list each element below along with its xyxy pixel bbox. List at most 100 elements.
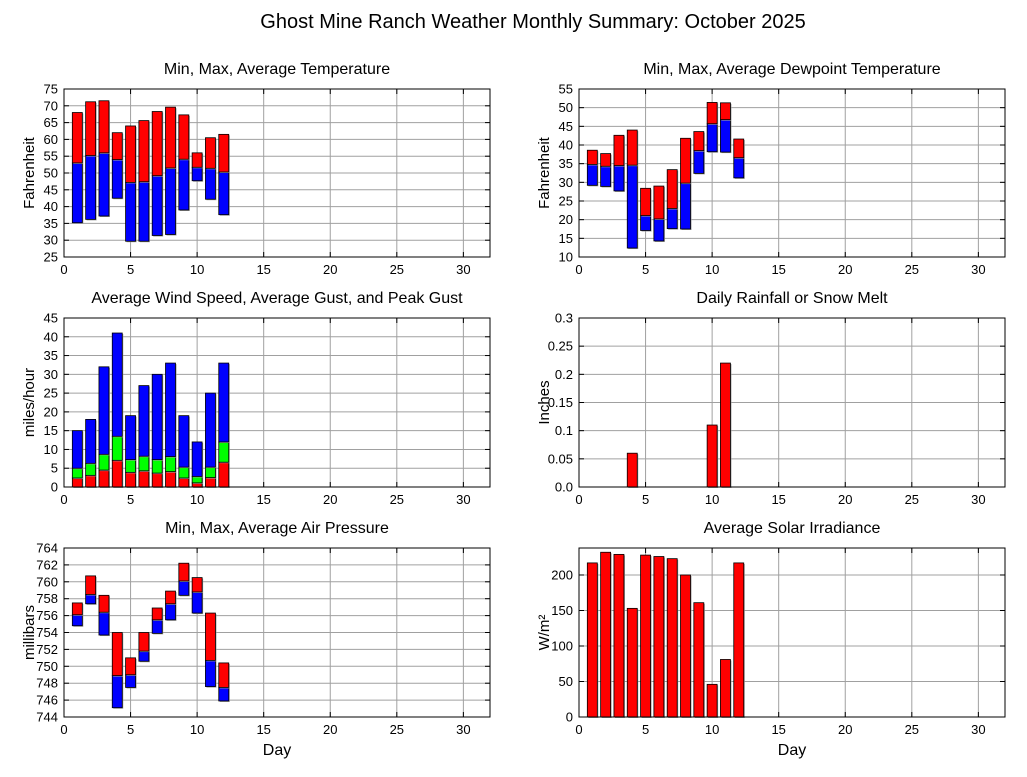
- x-axis-label: Day: [263, 742, 291, 759]
- bar-max-day-2: [85, 575, 97, 595]
- y-tick-label: 25: [44, 250, 58, 265]
- y-tick-label: 0.15: [548, 395, 573, 410]
- bar-average-day-7: [151, 619, 163, 634]
- y-tick-label: 200: [551, 567, 573, 582]
- x-tick-label: 25: [905, 722, 919, 737]
- y-tick-label: 30: [44, 367, 58, 382]
- x-tick-label: 15: [256, 722, 270, 737]
- bar-average-wind-speed-day-11: [205, 477, 216, 488]
- plot-frame: [63, 317, 491, 488]
- plot-frame: [578, 547, 1006, 718]
- bar-average-day-2: [85, 594, 97, 605]
- panel-title: Average Wind Speed, Average Gust, and Pe…: [91, 290, 463, 307]
- y-tick-label: 15: [44, 423, 58, 438]
- bar-solar-irradiance-day-4: [626, 607, 638, 718]
- bar-average-day-11: [205, 167, 216, 200]
- y-tick-label: 752: [36, 642, 58, 657]
- bar-max-day-1: [71, 602, 83, 616]
- panel-title: Min, Max, Average Temperature: [164, 61, 390, 78]
- bar-average-day-10: [191, 591, 203, 614]
- bar-max-day-3: [98, 100, 110, 154]
- y-tick-label: 20: [44, 404, 58, 419]
- bar-average-gust-day-9: [178, 466, 190, 479]
- bar-average-day-10: [706, 123, 718, 153]
- bar-average-day-12: [218, 687, 230, 702]
- bar-average-gust-day-8: [165, 456, 176, 473]
- bar-max-day-11: [205, 612, 216, 661]
- y-tick-label: 0: [566, 710, 573, 725]
- x-tick-label: 5: [127, 722, 134, 737]
- x-tick-label: 0: [575, 722, 582, 737]
- bar-average-day-5: [640, 215, 651, 231]
- bar-peak-gust-day-12: [218, 362, 230, 443]
- bar-max-day-3: [613, 134, 625, 166]
- bar-average-day-3: [98, 152, 110, 217]
- y-tick-label: 744: [36, 710, 58, 725]
- x-tick-label: 10: [190, 262, 204, 277]
- bar-max-day-5: [125, 657, 136, 676]
- x-tick-label: 15: [771, 492, 785, 507]
- x-tick-label: 10: [190, 492, 204, 507]
- main-title: Ghost Mine Ranch Weather Monthly Summary…: [260, 11, 805, 33]
- bar-max-day-6: [138, 632, 150, 652]
- y-tick-label: 0.3: [555, 311, 573, 326]
- y-tick-label: 45: [44, 182, 58, 197]
- y-axis-label: miles/hour: [21, 368, 38, 437]
- panel-4: 0.0 0.05 0.1 0.15 0.2 0.25 0.3 0 5 10 15 20 25 30 Dail…: [536, 290, 1006, 507]
- bar-solar-irradiance-day-10: [706, 683, 718, 718]
- bar-max-day-11: [720, 102, 731, 121]
- bar-max-day-10: [191, 152, 203, 168]
- x-tick-label: 20: [838, 722, 852, 737]
- x-tick-label: 30: [456, 722, 470, 737]
- y-tick-label: 100: [551, 638, 573, 653]
- bar-average-wind-speed-day-1: [71, 477, 83, 488]
- x-tick-label: 0: [60, 262, 67, 277]
- x-tick-label: 25: [390, 722, 404, 737]
- y-tick-label: 40: [44, 199, 58, 214]
- bar-rainfall-day-4: [626, 452, 638, 488]
- y-tick-label: 20: [559, 212, 573, 227]
- y-tick-label: 40: [44, 329, 58, 344]
- bar-average-gust-day-7: [151, 459, 163, 474]
- y-tick-label: 10: [44, 442, 58, 457]
- bar-solar-irradiance-day-9: [693, 602, 705, 718]
- x-tick-label: 15: [256, 262, 270, 277]
- bar-max-day-7: [666, 169, 678, 209]
- bar-average-day-1: [71, 614, 83, 627]
- bar-average-wind-speed-day-4: [111, 459, 123, 488]
- bar-max-day-5: [640, 187, 651, 216]
- x-tick-label: 15: [256, 492, 270, 507]
- plot-frame: [63, 88, 491, 258]
- x-tick-label: 25: [905, 492, 919, 507]
- bar-max-day-7: [151, 111, 163, 177]
- bar-max-day-3: [98, 594, 110, 613]
- y-tick-label: 50: [559, 674, 573, 689]
- bar-average-day-4: [111, 675, 123, 709]
- bar-peak-gust-day-2: [85, 418, 97, 464]
- y-tick-label: 55: [44, 149, 58, 164]
- bar-max-day-5: [125, 125, 136, 183]
- bar-average-gust-day-6: [138, 455, 150, 472]
- plot-frame: [578, 317, 1006, 488]
- bar-max-day-6: [653, 185, 665, 220]
- y-tick-label: 30: [559, 175, 573, 190]
- bar-max-day-9: [178, 562, 190, 582]
- y-tick-label: 762: [36, 557, 58, 572]
- x-tick-label: 15: [771, 722, 785, 737]
- x-tick-label: 30: [971, 262, 985, 277]
- bar-average-wind-speed-day-3: [98, 469, 110, 488]
- bar-max-day-8: [165, 590, 176, 605]
- bar-max-day-11: [205, 137, 216, 169]
- x-tick-label: 5: [127, 262, 134, 277]
- bar-average-day-8: [680, 182, 691, 230]
- bar-solar-irradiance-day-8: [680, 574, 691, 718]
- bar-average-day-9: [693, 150, 705, 174]
- panel-6: 0 50 100 150 200 0 5 10 15 20 25 30 Average Solar Ir…: [536, 520, 1006, 759]
- bar-peak-gust-day-6: [138, 385, 150, 457]
- x-tick-label: 20: [323, 722, 337, 737]
- bar-solar-irradiance-day-12: [733, 562, 745, 718]
- x-tick-label: 20: [838, 262, 852, 277]
- bar-peak-gust-day-8: [165, 362, 176, 457]
- x-tick-label: 10: [705, 492, 719, 507]
